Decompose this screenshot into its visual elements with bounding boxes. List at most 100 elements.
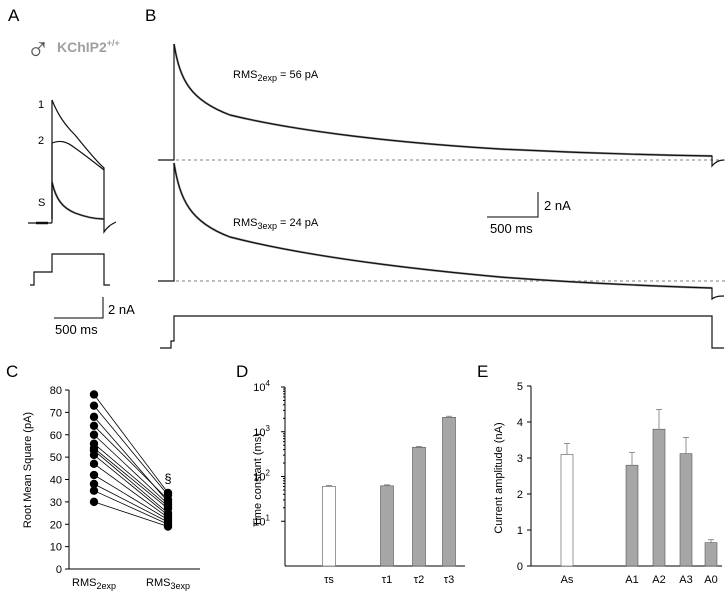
x-tick-label-d: τs xyxy=(324,574,334,586)
x-tick-main-c: RMS xyxy=(72,577,96,589)
point-rms-2exp xyxy=(89,421,99,430)
trace-bottom xyxy=(158,162,725,301)
bars-e xyxy=(560,408,718,567)
scale-current-a: 2 nA xyxy=(108,302,135,317)
point-rms-2exp xyxy=(89,497,99,507)
y-tick-label-c: 50 xyxy=(50,452,62,464)
points-c xyxy=(89,390,173,531)
point-rms-2exp xyxy=(89,459,99,469)
y-tick-label-e: 3 xyxy=(517,453,523,465)
x-labels-c: RMS2exp RMS3exp xyxy=(72,577,190,591)
x-tick-label-d: τ1 xyxy=(382,574,392,586)
trace-2 xyxy=(51,140,105,219)
panel-b: RMS2exp = 56 pA RMS 3exp = 24 pA 2 nA 500… xyxy=(158,43,725,349)
bar-τ1 xyxy=(380,485,394,567)
genotype-superscript: +/+ xyxy=(107,38,120,48)
pair-line xyxy=(93,463,169,518)
pair-line xyxy=(93,447,169,509)
panel-c: Root Mean Square (pA) 01020304050607080 … xyxy=(22,385,200,591)
y-tick-label-c: 60 xyxy=(50,430,62,442)
x-tick-label-e: As xyxy=(561,574,574,586)
point-rms-2exp xyxy=(89,412,99,422)
pair-line xyxy=(93,425,169,500)
x-tick-label-e: A2 xyxy=(652,574,665,586)
bar-τ3 xyxy=(442,417,456,567)
y-tick-label-c: 10 xyxy=(50,542,62,554)
y-tick-label-e: 4 xyxy=(517,417,523,429)
y-tick-label-c: 0 xyxy=(56,564,62,576)
y-tick-label-e: 0 xyxy=(517,561,523,573)
x-tick-main-c: RMS xyxy=(146,577,170,589)
x-tick-label-e: A1 xyxy=(625,574,638,586)
x-tick-label-e: A0 xyxy=(704,574,717,586)
y-tick-label-d: 101 xyxy=(253,513,270,528)
rms-bottom-sub: 3exp xyxy=(257,221,277,231)
x-tick-label-d: τ2 xyxy=(414,574,424,586)
y-tick-label-c: 80 xyxy=(50,385,62,397)
voltage-protocol-a xyxy=(30,253,110,286)
genotype-name: KChIP2 xyxy=(57,39,107,55)
x-tick-sub-c: 3exp xyxy=(170,581,190,591)
bar-A1 xyxy=(625,464,639,567)
y-tick-label-e: 1 xyxy=(517,525,523,537)
pair-line xyxy=(93,443,169,507)
y-tick-label-c: 40 xyxy=(50,475,62,487)
pair-line xyxy=(93,483,169,523)
x-tick-label-c: RMS3exp xyxy=(146,577,190,591)
scale-time-b: 500 ms xyxy=(490,221,533,236)
male-symbol: ♂ xyxy=(26,31,50,67)
pair-line xyxy=(93,501,169,527)
point-rms-2exp xyxy=(89,390,99,399)
point-rms-2exp xyxy=(89,479,99,489)
trace-label-2: 2 xyxy=(38,135,44,147)
panel-label-b: B xyxy=(145,6,156,25)
bar-A2 xyxy=(652,428,666,567)
trace-label-s: S xyxy=(38,197,45,209)
bar-A3 xyxy=(679,453,693,567)
pair-line xyxy=(93,394,169,494)
y-tick-label-c: 20 xyxy=(50,519,62,531)
y-axis-c: 0 10 20 30 40 50 60 70 80 xyxy=(50,385,200,576)
trace-1 xyxy=(51,99,105,219)
fit-top xyxy=(172,43,713,158)
y-tick-label-d: 104 xyxy=(253,379,270,394)
rms-top-value: = 56 pA xyxy=(277,69,319,81)
ylabel-e: Current amplitude (nA) xyxy=(493,422,505,533)
y-tick-exp-d: 4 xyxy=(266,379,271,388)
trace-label-1: 1 xyxy=(38,99,44,111)
scale-current-b: 2 nA xyxy=(544,198,571,213)
panel-e: Current amplitude (nA) 0 1 2 3 4 5 As A1 A2 A3 A0 xyxy=(493,381,722,586)
y-tick-exp-d: 3 xyxy=(266,424,271,433)
y-tick-base-d: 10 xyxy=(253,516,265,528)
point-rms-2exp xyxy=(89,401,99,410)
x-labels-e: As A1 A2 A3 A0 xyxy=(561,574,718,586)
x-tick-label-c: RMS2exp xyxy=(72,577,116,591)
y-tick-exp-d: 1 xyxy=(266,513,271,522)
y-tick-label-d: 102 xyxy=(253,469,270,484)
rms-2exp-label: RMS2exp = 56 pA xyxy=(233,69,319,83)
scalebar-a xyxy=(54,297,104,319)
x-labels-d: τs τ1 τ2 τ3 xyxy=(324,574,454,586)
rms-top-main: RMS xyxy=(233,69,257,81)
bar-τs xyxy=(322,486,336,567)
bar-As xyxy=(560,454,574,567)
point-rms-3exp xyxy=(163,522,173,531)
genotype-label: KChIP2+/+ xyxy=(57,38,120,55)
rms-bottom-value: = 24 pA xyxy=(277,217,319,229)
point-rms-2exp xyxy=(89,470,99,480)
pair-line xyxy=(93,490,169,525)
y-tick-label-c: 70 xyxy=(50,407,62,419)
y-tick-base-d: 10 xyxy=(253,382,265,394)
pair-lines-c xyxy=(93,394,169,527)
panel-a: ♂ KChIP2+/+ 1 2 S 2 nA 500 ms xyxy=(26,31,135,337)
point-rms-2exp xyxy=(89,450,99,460)
y-tick-base-d: 10 xyxy=(253,472,265,484)
pair-line xyxy=(93,450,169,514)
scale-time-a: 500 ms xyxy=(55,322,98,337)
y-tick-base-d: 10 xyxy=(253,427,265,439)
y-tick-label-d: 103 xyxy=(253,424,270,439)
point-rms-2exp xyxy=(89,430,99,439)
x-tick-label-d: τ3 xyxy=(444,574,454,586)
